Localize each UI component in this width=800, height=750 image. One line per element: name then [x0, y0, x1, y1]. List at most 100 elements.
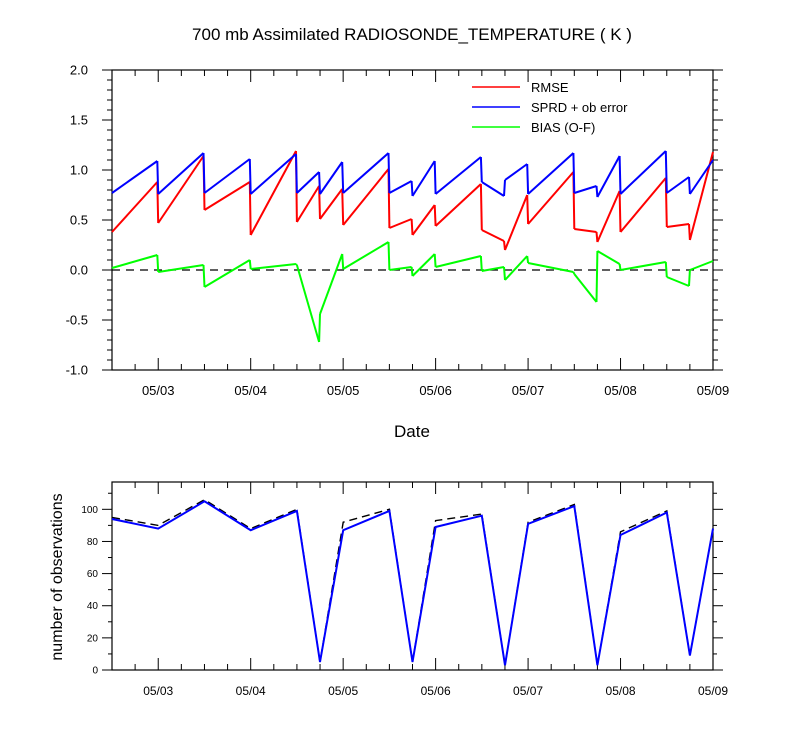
series-segment	[596, 155, 621, 198]
series-segment	[411, 253, 436, 277]
series-segment	[504, 255, 528, 281]
series-segment	[388, 180, 413, 194]
series-join	[410, 266, 414, 277]
x-tick-label: 05/03	[142, 383, 175, 398]
series-segment	[319, 188, 344, 220]
series-segment	[157, 152, 205, 195]
series-segment	[296, 171, 320, 194]
series-sprd-ob-error	[111, 150, 714, 198]
series-segment	[203, 259, 251, 288]
y-tick-label: 0.0	[70, 263, 88, 278]
series-join	[688, 269, 691, 287]
series-segment	[596, 190, 621, 243]
series-segment	[666, 176, 690, 194]
chart-title: 700 mb Assimilated RADIOSONDE_TEMPERATUR…	[192, 25, 632, 44]
series-segment	[574, 228, 597, 233]
series-join	[318, 313, 321, 343]
series-segment	[342, 168, 390, 226]
x-tick-label: 05/08	[606, 684, 636, 698]
series-join	[248, 259, 252, 270]
series-join	[479, 156, 483, 183]
series-segment	[411, 204, 436, 236]
series-segment	[295, 264, 321, 343]
series-bias-o-f	[111, 241, 714, 343]
series-join	[387, 152, 391, 194]
series-segment	[504, 163, 528, 181]
series-segment	[250, 153, 297, 195]
series-segment	[434, 183, 482, 227]
x-tick-label: 05/04	[236, 684, 266, 698]
series-join	[595, 231, 599, 243]
series-segment	[342, 241, 390, 270]
series-possible-line	[111, 498, 714, 666]
y-tick-label: 20	[87, 633, 99, 644]
series-rmse	[111, 150, 714, 251]
y-tick-label: 100	[81, 505, 98, 516]
series-segment	[527, 171, 575, 225]
x-tick-label: 05/05	[327, 383, 360, 398]
series-join	[503, 179, 506, 197]
series-segment	[203, 181, 251, 211]
series-segment	[389, 218, 412, 229]
y-tick-label: 1.0	[70, 163, 88, 178]
legend-entry: RMSE	[531, 80, 569, 95]
x-tick-label: 05/06	[419, 383, 452, 398]
y-tick-label: 0.5	[70, 213, 88, 228]
series-segment	[481, 181, 505, 197]
series-segment	[319, 161, 344, 195]
series-join	[526, 163, 530, 195]
series-join	[295, 263, 298, 266]
x-tick-label: 05/08	[604, 383, 637, 398]
x-axis-label: Date	[394, 422, 430, 441]
series-segment	[111, 160, 158, 194]
series-join	[688, 176, 691, 195]
series-segment	[111, 181, 159, 233]
series-segment	[342, 152, 390, 194]
series-join	[202, 264, 206, 288]
series-segment	[689, 159, 714, 195]
series-join	[688, 223, 691, 241]
series-segment	[435, 255, 482, 268]
series-segment	[666, 276, 690, 287]
series-join	[433, 204, 437, 227]
series-segment	[527, 262, 574, 273]
series-join	[433, 253, 437, 268]
series-join	[433, 160, 437, 195]
series-join	[202, 152, 206, 194]
series-segment	[573, 185, 597, 194]
series-join	[618, 190, 622, 233]
series-join	[295, 153, 298, 194]
x-tick-label: 05/09	[698, 684, 728, 698]
series-segment	[620, 261, 666, 271]
x-tick-label: 05/04	[234, 383, 267, 398]
series-segment	[481, 266, 505, 272]
legend-entry: SPRD + ob error	[531, 100, 628, 115]
series-join	[387, 241, 391, 271]
series-join	[156, 160, 160, 195]
series-segment	[319, 253, 344, 315]
y-tick-label: 1.5	[70, 113, 88, 128]
top-plot-area: 05/03 05/04 05/05 05/06 05/07 05/08 05/09 -1.0 -…	[66, 63, 730, 398]
series-join	[479, 255, 483, 272]
series-segment	[666, 223, 690, 228]
series-segment	[689, 260, 714, 271]
series-join	[341, 188, 345, 226]
series-join	[318, 171, 321, 195]
y-tick-label: 40	[87, 601, 99, 612]
legend: RMSE SPRD + ob error BIAS (O-F)	[472, 80, 628, 135]
series-join	[503, 240, 506, 251]
series-join	[664, 150, 668, 194]
series-join	[595, 185, 599, 198]
series-join	[341, 253, 345, 270]
y-axis-label-observations: number of observations	[49, 493, 66, 660]
x-tick-label: 05/07	[513, 684, 543, 698]
series-segment	[157, 155, 205, 224]
y-tick-label: -1.0	[66, 363, 88, 378]
series-segment	[249, 150, 297, 236]
series-join	[156, 254, 160, 273]
series-segment	[573, 273, 598, 303]
series-segment	[504, 194, 529, 251]
legend-entry: BIAS (O-F)	[531, 120, 595, 135]
series-join	[572, 152, 576, 194]
